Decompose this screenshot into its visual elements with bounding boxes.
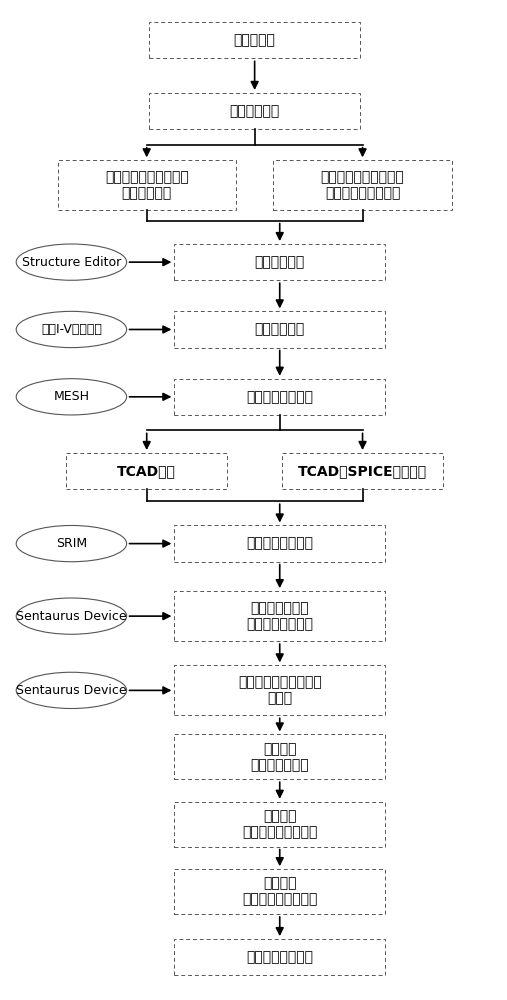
Text: 设置入射粒子特性: 设置入射粒子特性 — [246, 537, 313, 551]
FancyBboxPatch shape — [174, 734, 385, 779]
Text: 辐射效应结果分析: 辐射效应结果分析 — [246, 950, 313, 964]
Ellipse shape — [16, 525, 127, 562]
Text: Sentaurus Device: Sentaurus Device — [16, 610, 127, 623]
Ellipse shape — [16, 311, 127, 348]
Text: 器件版图细分，
进行多点扫描仿真: 器件版图细分， 进行多点扫描仿真 — [246, 601, 313, 631]
FancyBboxPatch shape — [174, 802, 385, 847]
Text: 器件模型校准: 器件模型校准 — [255, 322, 305, 336]
Text: 器件模拟网格划分: 器件模拟网格划分 — [246, 390, 313, 404]
FancyBboxPatch shape — [149, 22, 360, 58]
FancyBboxPatch shape — [58, 160, 236, 210]
Text: 计算器件
单粒子翻转饱和截面: 计算器件 单粒子翻转饱和截面 — [242, 876, 317, 907]
FancyBboxPatch shape — [66, 453, 227, 489]
FancyBboxPatch shape — [174, 379, 385, 415]
FancyBboxPatch shape — [273, 160, 452, 210]
Text: 计算器件
单粒子翻转临界电荷: 计算器件 单粒子翻转临界电荷 — [242, 809, 317, 839]
FancyBboxPatch shape — [174, 939, 385, 975]
FancyBboxPatch shape — [282, 453, 443, 489]
Text: 器件三维建模: 器件三维建模 — [255, 255, 305, 269]
Text: 器件I-V特性拟合: 器件I-V特性拟合 — [41, 323, 102, 336]
Text: TCAD仿真: TCAD仿真 — [117, 464, 176, 478]
FancyBboxPatch shape — [174, 244, 385, 280]
FancyBboxPatch shape — [149, 93, 360, 129]
Text: Sentaurus Device: Sentaurus Device — [16, 684, 127, 697]
FancyBboxPatch shape — [174, 665, 385, 715]
FancyBboxPatch shape — [174, 525, 385, 562]
Text: Structure Editor: Structure Editor — [22, 256, 121, 269]
Ellipse shape — [16, 598, 127, 634]
Text: 选择不同的辐射粒子进
行仿真: 选择不同的辐射粒子进 行仿真 — [238, 675, 321, 705]
Text: TCAD和SPICE混合仿真: TCAD和SPICE混合仿真 — [298, 464, 427, 478]
Text: 待仿真器件: 待仿真器件 — [234, 33, 276, 47]
Text: 器件参数获取: 器件参数获取 — [230, 104, 280, 118]
Text: MESH: MESH — [53, 390, 89, 403]
Ellipse shape — [16, 672, 127, 709]
FancyBboxPatch shape — [174, 869, 385, 914]
Ellipse shape — [16, 244, 127, 280]
Text: 计算器件
单粒子翻转阈値: 计算器件 单粒子翻转阈値 — [250, 742, 309, 772]
Ellipse shape — [16, 379, 127, 415]
Text: 反向解剖获取器件设计
参数和部分工艺参数: 反向解剖获取器件设计 参数和部分工艺参数 — [321, 170, 405, 200]
FancyBboxPatch shape — [174, 591, 385, 641]
Text: SRIM: SRIM — [56, 537, 87, 550]
FancyBboxPatch shape — [174, 311, 385, 348]
Text: 生产厂直接获取器件设
计和工艺参数: 生产厂直接获取器件设 计和工艺参数 — [105, 170, 189, 200]
